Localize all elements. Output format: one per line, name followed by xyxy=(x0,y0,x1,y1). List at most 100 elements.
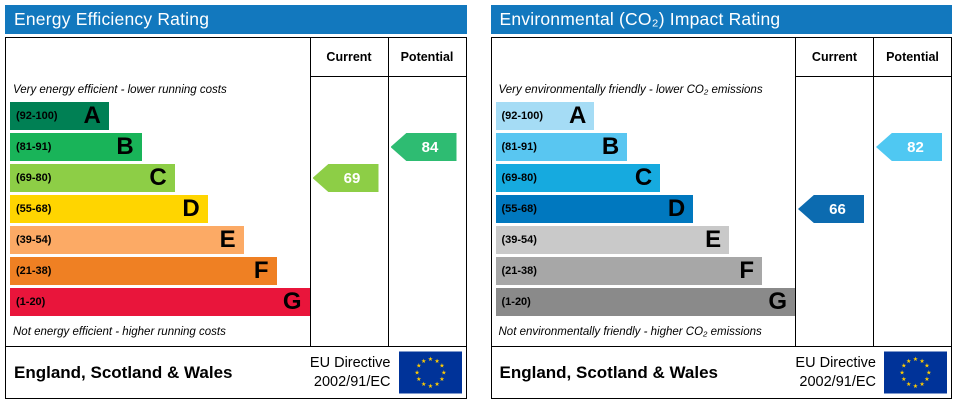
band-bar-f: (21-38) F xyxy=(10,257,277,285)
eu-flag-icon: ★ ★★ ★★★ ★★★ ★★★ xyxy=(884,351,947,394)
band-range: (21-38) xyxy=(501,265,537,277)
region-label: England, Scotland & Wales xyxy=(499,362,719,382)
band-bar-b: (81-91) B xyxy=(495,133,628,161)
band-range: (69-80) xyxy=(16,172,52,184)
band-bar-a: (92-100) A xyxy=(10,102,109,130)
eu-directive-line1: EU Directive xyxy=(795,354,876,371)
band-bar-b: (81-91) B xyxy=(10,133,142,161)
region-label: England, Scotland & Wales xyxy=(14,362,233,382)
band-bar-e: (39-54) E xyxy=(495,226,730,254)
band-row-g: (1-20) G xyxy=(495,288,795,319)
band-range: (1-20) xyxy=(501,296,531,308)
band-row-a: (92-100) A xyxy=(495,102,796,133)
energy-rating-chart: Very energy efficient - lower running co… xyxy=(5,37,467,347)
potential-column: Potential 84 xyxy=(387,38,466,346)
band-letter: G xyxy=(282,288,302,315)
band-letter: D xyxy=(667,195,686,222)
band-range: (39-54) xyxy=(16,234,52,246)
svg-text:★: ★ xyxy=(427,356,433,363)
bands: (92-100) A (81-91) B (69-80) C (55-68) D (39-54)… xyxy=(495,102,796,319)
svg-text:★: ★ xyxy=(913,383,919,390)
band-row-c: (69-80) C xyxy=(495,164,796,195)
band-range: (81-91) xyxy=(16,141,52,153)
energy-efficiency-panel: Energy Efficiency Rating Very energy eff… xyxy=(5,5,467,399)
band-letter: F xyxy=(253,257,269,284)
svg-text:★: ★ xyxy=(919,381,925,388)
svg-text:★: ★ xyxy=(421,381,427,388)
svg-text:★: ★ xyxy=(434,381,440,388)
panel-footer: England, Scotland & Wales EU Directive 2… xyxy=(5,346,467,399)
caption-bottom: Not energy efficient - higher running co… xyxy=(13,326,226,338)
svg-text:★: ★ xyxy=(416,376,422,383)
svg-text:★: ★ xyxy=(421,358,427,365)
band-row-e: (39-54) E xyxy=(10,226,310,257)
band-letter: B xyxy=(116,133,134,160)
band-letter: C xyxy=(149,164,167,191)
band-range: (55-68) xyxy=(501,203,537,215)
svg-text:★: ★ xyxy=(926,369,932,376)
eu-directive-label: EU Directive 2002/91/EC xyxy=(795,354,876,392)
svg-text:★: ★ xyxy=(439,376,445,383)
svg-text:★: ★ xyxy=(924,376,930,383)
band-row-d: (55-68) D xyxy=(10,195,310,226)
band-bar-e: (39-54) E xyxy=(10,226,244,254)
svg-text:★: ★ xyxy=(899,369,905,376)
potential-column-header: Potential xyxy=(874,38,951,77)
band-row-b: (81-91) B xyxy=(495,133,796,164)
svg-text:★: ★ xyxy=(906,381,912,388)
current-column-header: Current xyxy=(796,38,873,77)
current-column: Current 69 xyxy=(309,38,388,346)
band-letter: G xyxy=(768,288,787,315)
band-range: (55-68) xyxy=(16,203,52,215)
band-letter: E xyxy=(219,226,236,253)
svg-text:★: ★ xyxy=(913,356,919,363)
band-row-g: (1-20) G xyxy=(10,288,310,319)
band-bar-d: (55-68) D xyxy=(495,195,694,223)
band-row-e: (39-54) E xyxy=(495,226,796,257)
band-letter: F xyxy=(739,257,755,284)
svg-text:★: ★ xyxy=(906,358,912,365)
caption-top: Very environmentally friendly - lower CO… xyxy=(498,84,763,96)
caption-bottom: Not environmentally friendly - higher CO… xyxy=(498,326,762,338)
band-letter: A xyxy=(568,102,587,129)
band-letter: C xyxy=(634,164,653,191)
band-row-f: (21-38) F xyxy=(10,257,310,288)
band-row-f: (21-38) F xyxy=(495,257,796,288)
svg-text:★: ★ xyxy=(439,363,445,370)
caption-top: Very energy efficient - lower running co… xyxy=(13,84,227,96)
band-bar-c: (69-80) C xyxy=(10,164,175,192)
potential-column: Potential 82 xyxy=(873,38,951,346)
environmental-impact-panel: Environmental (CO₂) Impact Rating Very e… xyxy=(490,5,952,399)
band-range: (39-54) xyxy=(501,234,537,246)
eu-directive-label: EU Directive 2002/91/EC xyxy=(310,354,391,392)
bands: (92-100) A (81-91) B (69-80) C (55-68) D (39-54)… xyxy=(10,102,310,319)
eu-directive-line2: 2002/91/EC xyxy=(313,373,391,390)
band-bar-f: (21-38) F xyxy=(495,257,763,285)
band-letter: B xyxy=(601,133,620,160)
svg-text:★: ★ xyxy=(901,363,907,370)
svg-text:★: ★ xyxy=(414,369,420,376)
svg-text:★: ★ xyxy=(427,383,433,390)
band-range: (92-100) xyxy=(16,110,58,122)
band-row-d: (55-68) D xyxy=(495,195,796,226)
band-letter: A xyxy=(83,102,101,129)
band-range: (69-80) xyxy=(501,172,537,184)
band-letter: E xyxy=(705,226,722,253)
environmental-rating-chart: Very environmentally friendly - lower CO… xyxy=(490,37,952,347)
band-region: Very energy efficient - lower running co… xyxy=(6,38,310,346)
band-range: (1-20) xyxy=(16,296,46,308)
eu-directive-line1: EU Directive xyxy=(309,354,391,371)
band-row-a: (92-100) A xyxy=(10,102,310,133)
svg-text:★: ★ xyxy=(901,376,907,383)
band-range: (81-91) xyxy=(501,141,537,153)
band-region: Very environmentally friendly - lower CO… xyxy=(492,38,796,346)
potential-arrow: 82 xyxy=(876,133,942,161)
potential-arrow: 84 xyxy=(390,133,457,161)
current-arrow: 69 xyxy=(312,164,379,192)
band-letter: D xyxy=(182,195,200,222)
band-range: (92-100) xyxy=(501,110,544,122)
band-bar-a: (92-100) A xyxy=(495,102,595,130)
svg-text:★: ★ xyxy=(919,358,925,365)
band-bar-g: (1-20) G xyxy=(495,288,795,316)
